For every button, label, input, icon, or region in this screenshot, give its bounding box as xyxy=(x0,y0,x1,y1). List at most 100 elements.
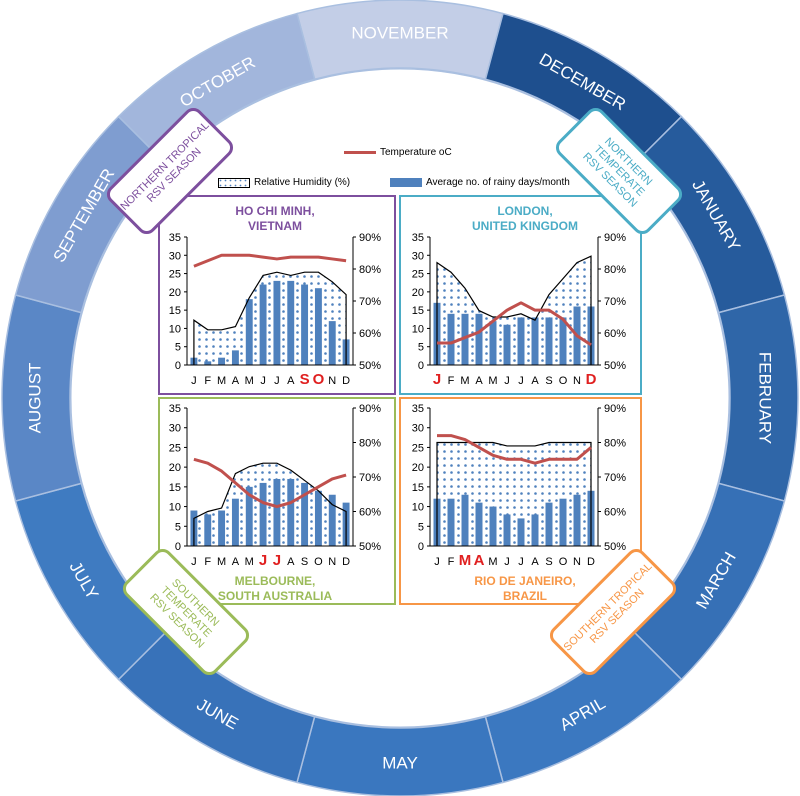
x-tick-label: N xyxy=(573,375,581,387)
x-tick-label: F xyxy=(448,556,455,568)
x-tick-label: J xyxy=(504,556,510,568)
left-tick-label: 30 xyxy=(412,250,424,262)
legend-rainy-days-label: Average no. of rainy days/month xyxy=(426,177,570,188)
x-tick-label-highlighted: J xyxy=(259,552,267,569)
rainy-days-bar xyxy=(301,284,309,365)
right-tick-label: 70% xyxy=(604,472,626,484)
panel-title-ho-chi-minh: HO CHI MINH, VIETNAM xyxy=(200,204,350,234)
x-tick-label: O xyxy=(559,556,568,568)
right-tick-label: 80% xyxy=(604,264,626,276)
temperature-line xyxy=(437,434,592,465)
left-tick-label: 10 xyxy=(412,502,424,514)
x-tick-label: F xyxy=(448,375,455,387)
x-tick-label: S xyxy=(301,556,308,568)
x-tick-label-highlighted: S xyxy=(300,371,310,388)
title-line-2: SOUTH AUSTRALIA xyxy=(217,589,333,603)
rainy-days-bar xyxy=(245,299,253,365)
temperature-line xyxy=(437,301,592,347)
rainy-days-bar xyxy=(531,317,539,365)
x-tick-label: A xyxy=(475,375,483,387)
x-tick-label: M xyxy=(488,375,497,387)
left-tick-label: 20 xyxy=(169,462,181,474)
rainy-days-bar xyxy=(573,494,581,546)
rainy-days-bar xyxy=(231,350,239,365)
rainy-days-bar xyxy=(447,498,455,546)
left-tick-label: 25 xyxy=(412,442,424,454)
right-tick-label: 50% xyxy=(604,541,626,553)
left-tick-label: 15 xyxy=(169,482,181,494)
left-tick-label: 10 xyxy=(169,323,181,335)
x-tick-label-highlighted: O xyxy=(313,371,325,388)
x-tick-label: D xyxy=(587,556,595,568)
x-tick-label: A xyxy=(287,375,295,387)
rainy-days-bar xyxy=(559,498,567,546)
x-tick-label: A xyxy=(531,375,539,387)
rainy-days-bar xyxy=(475,313,483,365)
x-tick-label: J xyxy=(518,375,524,387)
rainy-days-bar xyxy=(259,284,267,365)
x-tick-label: J xyxy=(434,556,440,568)
humidity-line xyxy=(436,255,592,365)
left-tick-label: 10 xyxy=(412,323,424,335)
rainy-days-bar xyxy=(328,321,336,365)
x-tick-label: M xyxy=(217,556,226,568)
rainy-days-bar xyxy=(489,506,497,546)
title-line-1: LONDON, xyxy=(497,204,553,218)
left-tick-label: 0 xyxy=(418,541,424,553)
x-tick-label: S xyxy=(545,375,552,387)
rainy-days-bar xyxy=(545,502,553,546)
x-tick-label: D xyxy=(342,556,350,568)
right-tick-label: 90% xyxy=(604,232,626,244)
x-tick-label: J xyxy=(518,556,524,568)
rainy-days-bar xyxy=(531,514,539,546)
x-tick-label: A xyxy=(232,556,240,568)
rainy-days-bar xyxy=(461,494,469,546)
x-tick-label: A xyxy=(232,375,240,387)
rainy-days-bar xyxy=(245,486,253,546)
right-tick-label: 90% xyxy=(604,403,626,415)
rainy-days-bar xyxy=(204,361,212,365)
rainy-days-bar xyxy=(503,514,511,546)
temperature-line-swatch xyxy=(344,151,376,154)
x-tick-label: F xyxy=(204,375,211,387)
right-tick-label: 70% xyxy=(604,296,626,308)
title-line-2: VIETNAM xyxy=(248,219,302,233)
left-tick-label: 15 xyxy=(169,305,181,317)
rainy-days-bar xyxy=(314,490,322,546)
rainy-days-bar xyxy=(489,321,497,365)
x-tick-label-highlighted: A xyxy=(474,552,485,569)
x-tick-label: N xyxy=(328,375,336,387)
right-tick-label: 60% xyxy=(604,328,626,340)
rainy-days-bar xyxy=(447,313,455,365)
right-tick-label: 80% xyxy=(604,438,626,450)
left-tick-label: 35 xyxy=(412,232,424,244)
right-tick-label: 80% xyxy=(359,438,381,450)
left-tick-label: 5 xyxy=(418,342,424,354)
left-tick-label: 20 xyxy=(169,287,181,299)
left-tick-label: 35 xyxy=(169,403,181,415)
right-tick-label: 50% xyxy=(359,360,381,372)
left-tick-label: 25 xyxy=(412,269,424,281)
x-tick-label: D xyxy=(342,375,350,387)
rainy-days-bar xyxy=(273,280,281,365)
rainy-days-bar xyxy=(517,317,525,365)
x-tick-label-highlighted: J xyxy=(433,371,441,388)
rainy-days-bar xyxy=(287,478,295,546)
x-tick-label: A xyxy=(287,556,295,568)
rainy-days-bar xyxy=(517,518,525,546)
right-tick-label: 90% xyxy=(359,232,381,244)
left-tick-label: 0 xyxy=(418,360,424,372)
humidity-line xyxy=(193,271,347,365)
left-tick-label: 35 xyxy=(412,403,424,415)
rainy-days-bar xyxy=(287,280,295,365)
rainy-days-bar xyxy=(231,498,239,546)
x-tick-label-highlighted: J xyxy=(273,552,281,569)
humidity-swatch xyxy=(218,177,250,188)
left-tick-label: 0 xyxy=(175,360,181,372)
legend-temperature-label: Temperature oC xyxy=(380,147,452,158)
left-tick-label: 15 xyxy=(412,305,424,317)
x-tick-label: J xyxy=(191,375,197,387)
left-tick-label: 30 xyxy=(412,423,424,435)
